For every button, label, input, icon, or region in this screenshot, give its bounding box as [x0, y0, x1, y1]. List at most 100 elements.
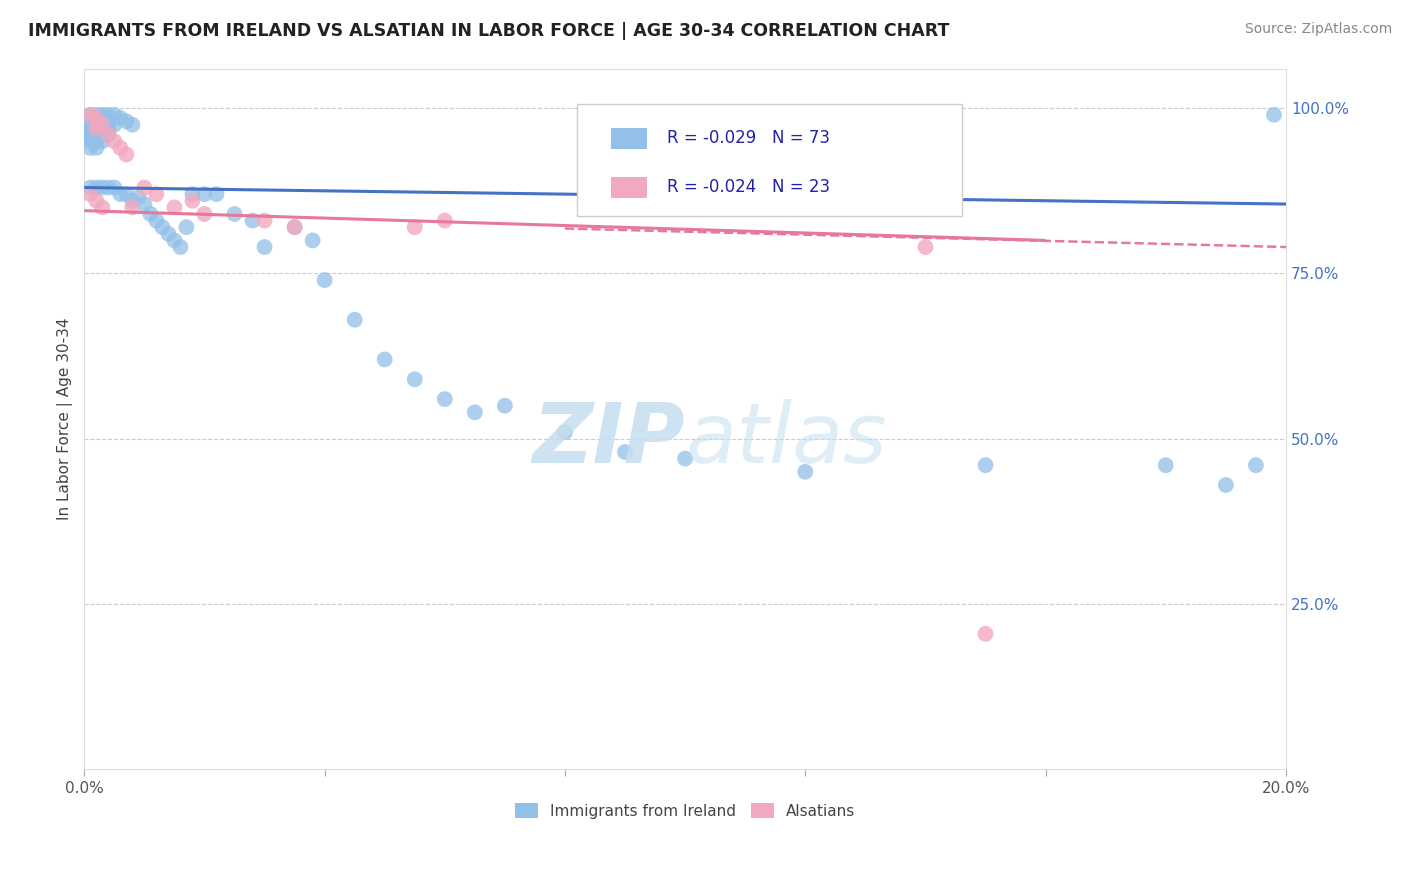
Point: [84, 128, 107, 142]
Text: IMMIGRANTS FROM IRELAND VS ALSATIAN IN LABOR FORCE | AGE 30-34 CORRELATION CHART: IMMIGRANTS FROM IRELAND VS ALSATIAN IN L…: [28, 22, 949, 40]
Point: [554, 425, 576, 439]
Point: [121, 200, 143, 214]
Point: [91, 118, 114, 132]
Point: [145, 187, 167, 202]
Point: [91, 121, 114, 136]
Point: [974, 458, 997, 473]
Point: [152, 220, 174, 235]
Point: [163, 234, 186, 248]
Point: [224, 207, 246, 221]
Point: [139, 207, 162, 221]
Point: [205, 187, 228, 202]
Point: [97, 128, 120, 142]
Point: [134, 197, 156, 211]
Point: [103, 118, 125, 132]
Point: [79, 180, 101, 194]
Text: atlas: atlas: [685, 400, 887, 481]
Point: [193, 187, 215, 202]
Point: [121, 194, 143, 208]
Point: [84, 134, 107, 148]
Y-axis label: In Labor Force | Age 30-34: In Labor Force | Age 30-34: [58, 318, 73, 520]
Point: [79, 124, 101, 138]
Point: [181, 194, 204, 208]
Point: [84, 180, 107, 194]
Point: [1263, 108, 1285, 122]
Point: [1244, 458, 1267, 473]
Point: [97, 108, 120, 122]
Point: [181, 187, 204, 202]
Point: [91, 200, 114, 214]
Point: [1215, 478, 1237, 492]
Text: R = -0.024   N = 23: R = -0.024 N = 23: [666, 178, 830, 196]
Point: [84, 121, 107, 136]
Point: [163, 200, 186, 214]
Legend: Immigrants from Ireland, Alsatians: Immigrants from Ireland, Alsatians: [509, 797, 862, 825]
Point: [91, 108, 114, 122]
Point: [103, 108, 125, 122]
Point: [253, 240, 276, 254]
Point: [494, 399, 516, 413]
Point: [79, 121, 101, 136]
Text: R = -0.029   N = 73: R = -0.029 N = 73: [666, 129, 830, 147]
Point: [110, 111, 132, 125]
Point: [97, 121, 120, 136]
Point: [794, 465, 817, 479]
Point: [673, 451, 696, 466]
Point: [134, 180, 156, 194]
Point: [464, 405, 486, 419]
Point: [84, 121, 107, 136]
Point: [157, 227, 180, 241]
Point: [91, 111, 114, 125]
Point: [176, 220, 198, 235]
Point: [115, 187, 138, 202]
Point: [84, 141, 107, 155]
Point: [84, 124, 107, 138]
Point: [614, 445, 637, 459]
FancyBboxPatch shape: [576, 103, 962, 216]
Point: [79, 114, 101, 128]
Point: [284, 220, 307, 235]
Point: [84, 194, 107, 208]
Bar: [610, 177, 647, 198]
Point: [103, 134, 125, 148]
Point: [433, 213, 456, 227]
Point: [1154, 458, 1177, 473]
Point: [242, 213, 264, 227]
Point: [84, 111, 107, 125]
Point: [314, 273, 336, 287]
Point: [91, 118, 114, 132]
Point: [84, 108, 107, 122]
Point: [121, 118, 143, 132]
Text: ZIP: ZIP: [533, 400, 685, 481]
Point: [79, 187, 101, 202]
Point: [91, 180, 114, 194]
Point: [79, 134, 101, 148]
Point: [404, 372, 426, 386]
Point: [103, 180, 125, 194]
Point: [79, 141, 101, 155]
Point: [343, 312, 366, 326]
Point: [97, 114, 120, 128]
Point: [284, 220, 307, 235]
Point: [97, 128, 120, 142]
Point: [145, 213, 167, 227]
Point: [110, 141, 132, 155]
Point: [974, 627, 997, 641]
Point: [193, 207, 215, 221]
Point: [115, 114, 138, 128]
Point: [301, 234, 323, 248]
Point: [97, 180, 120, 194]
Point: [91, 134, 114, 148]
Point: [433, 392, 456, 406]
Point: [115, 147, 138, 161]
Point: [79, 128, 101, 142]
Point: [79, 118, 101, 132]
Text: Source: ZipAtlas.com: Source: ZipAtlas.com: [1244, 22, 1392, 37]
Point: [404, 220, 426, 235]
Point: [84, 111, 107, 125]
Point: [374, 352, 396, 367]
Point: [253, 213, 276, 227]
Point: [91, 128, 114, 142]
Bar: [610, 128, 647, 149]
Point: [127, 190, 149, 204]
